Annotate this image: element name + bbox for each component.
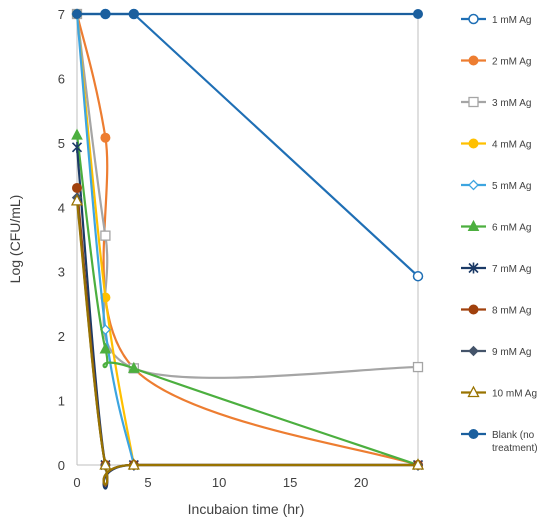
series-line-2-mm-ag [75, 13, 419, 467]
x-axis-title: Incubaion time (hr) [188, 501, 305, 517]
y-tick-label: 7 [58, 7, 65, 22]
data-point-10-mm-ag [127, 458, 140, 470]
x-tick-label: 0 [73, 475, 80, 490]
y-tick-label: 1 [58, 394, 65, 409]
legend-marker [468, 96, 479, 108]
data-point-6-mm-ag [99, 342, 112, 354]
y-tick-label: 0 [58, 458, 65, 473]
x-tick-label: 5 [144, 475, 151, 490]
legend-marker [468, 13, 479, 25]
y-tick-label: 3 [58, 265, 65, 280]
data-point-2-mm-ag [100, 132, 111, 143]
legend-marker [468, 55, 479, 66]
legend-item-5-mm-ag: 5 mM Ag [461, 179, 531, 192]
legend-item-6-mm-ag: 6 mM Ag [461, 219, 531, 234]
y-tick-label: 4 [58, 200, 65, 215]
data-point-10-mm-ag [99, 458, 112, 470]
axes: 0 1 2 3 4 5 6 7 0 5 10 15 20 [58, 7, 419, 490]
data-point-blank-no-treatment [72, 9, 82, 19]
legend-label: 9 mM Ag [492, 347, 531, 358]
legend-label: 5 mM Ag [492, 181, 531, 192]
data-point-blank-no-treatment [100, 9, 111, 19]
legend-marker [468, 179, 479, 191]
legend-item-3-mm-ag: 3 mM Ag [461, 96, 531, 109]
legend-item-10-mm-ag: 10 mM Ag [461, 385, 537, 400]
data-point-blank-no-treatment [128, 9, 139, 19]
legend-label: 6 mM Ag [492, 223, 531, 234]
x-tick-label: 15 [283, 475, 297, 490]
series-9-mm-ag [71, 192, 424, 486]
legend-marker [467, 385, 480, 398]
legend-label: Blank (no [492, 430, 535, 441]
legend-label: 3 mM Ag [492, 98, 531, 109]
legend-item-8-mm-ag: 8 mM Ag [461, 304, 531, 317]
x-tick-label: 20 [354, 475, 368, 490]
legend-label: 7 mM Ag [492, 264, 531, 275]
x-tick-label: 10 [212, 475, 226, 490]
data-point-8-mm-ag [72, 182, 82, 193]
legend-marker [468, 429, 479, 439]
legend-item-blank-no-treatment: Blank (no treatment) [461, 429, 538, 454]
y-tick-label: 6 [58, 71, 65, 86]
legend-label: 8 mM Ag [492, 306, 531, 317]
data-point-7-mm-ag [71, 141, 83, 153]
series-2-mm-ag [72, 9, 423, 470]
legend-item-7-mm-ag: 7 mM Ag [461, 262, 531, 275]
data-point-1-mm-ag [412, 270, 424, 282]
legend: 1 mM Ag 2 mM Ag 3 mM Ag 4 mM Ag 5 mM Ag 6 mM … [461, 13, 538, 454]
legend-marker [468, 345, 479, 357]
series-line-6-mm-ag [75, 134, 419, 467]
y-axis-title: Log (CFU/mL) [7, 195, 23, 284]
series-line-10-mm-ag [75, 200, 418, 486]
legend-label: 4 mM Ag [492, 140, 531, 151]
legend-label: 1 mM Ag [492, 15, 531, 26]
legend-label: treatment) [492, 443, 538, 454]
data-point-3-mm-ag [412, 361, 424, 373]
data-point-10-mm-ag [70, 193, 84, 206]
series-line-5-mm-ag [75, 13, 135, 466]
y-tick-label: 5 [58, 136, 65, 151]
series-8-mm-ag [72, 182, 423, 487]
data-point-blank-no-treatment [413, 9, 423, 19]
series-blank-no-treatment [72, 9, 423, 19]
series-3-mm-ag [71, 8, 424, 379]
series-1-mm-ag [71, 8, 424, 282]
legend-item-2-mm-ag: 2 mM Ag [461, 55, 531, 68]
data-point-3-mm-ag [100, 230, 111, 241]
series-line-1-mm-ag [77, 12, 419, 278]
legend-marker [468, 262, 479, 274]
data-point-6-mm-ag [71, 128, 83, 140]
data-point-10-mm-ag [411, 458, 425, 470]
legend-marker [468, 304, 479, 315]
series-line-3-mm-ag [75, 13, 419, 379]
data-point-6-mm-ag [128, 361, 140, 373]
legend-label: 10 mM Ag [492, 389, 537, 400]
legend-item-4-mm-ag: 4 mM Ag [461, 138, 531, 151]
legend-marker [467, 219, 480, 231]
series-7-mm-ag [71, 141, 424, 490]
plot-area [70, 8, 425, 490]
legend-label: 2 mM Ag [492, 57, 531, 68]
legend-item-9-mm-ag: 9 mM Ag [461, 345, 531, 358]
legend-marker [468, 138, 479, 149]
legend-item-1-mm-ag: 1 mM Ag [461, 13, 531, 26]
series-10-mm-ag [70, 193, 425, 486]
y-tick-label: 2 [58, 329, 65, 344]
